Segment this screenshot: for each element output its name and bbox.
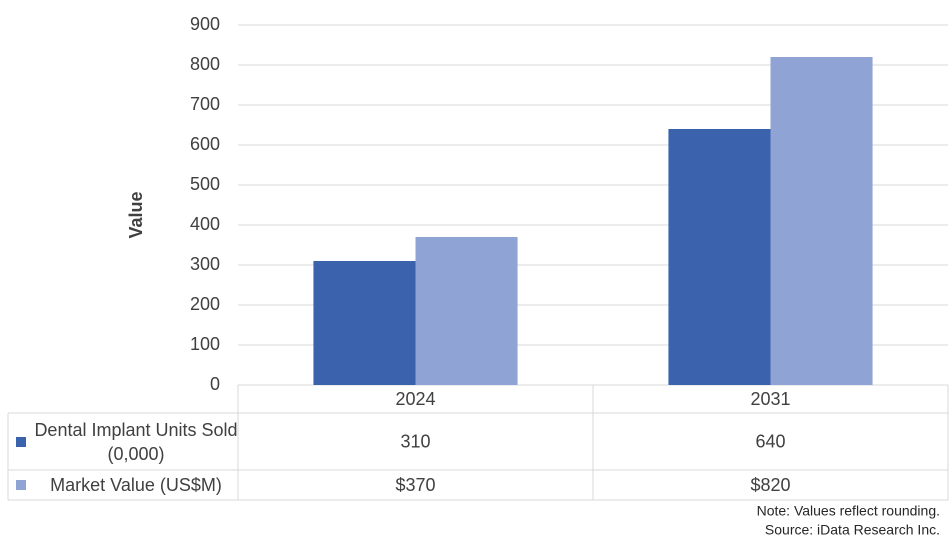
bar — [770, 57, 873, 385]
y-tick-label: 700 — [190, 94, 220, 114]
source: Source: iData Research Inc. — [765, 522, 940, 538]
bar — [668, 129, 771, 385]
y-tick-label: 400 — [190, 214, 220, 234]
y-tick-label: 300 — [190, 254, 220, 274]
table-value: 310 — [400, 431, 430, 451]
bar — [313, 261, 416, 385]
x-tick-label: 2024 — [395, 389, 435, 409]
y-axis-label: Value — [126, 191, 146, 238]
note: Note: Values reflect rounding. — [757, 503, 940, 519]
table-value: $820 — [750, 475, 790, 495]
y-tick-label: 0 — [210, 374, 220, 394]
legend-label: Dental Implant Units Sold (0,000) — [34, 419, 238, 464]
legend-swatch — [16, 480, 26, 490]
legend-entry: Dental Implant Units Sold (0,000) — [8, 413, 242, 470]
y-tick-label: 600 — [190, 134, 220, 154]
legend-swatch — [16, 436, 26, 447]
table-value: $370 — [395, 475, 435, 495]
legend-entry: Market Value (US$M) — [8, 470, 242, 500]
y-tick-label: 100 — [190, 334, 220, 354]
y-tick-label: 500 — [190, 174, 220, 194]
y-tick-label: 900 — [190, 14, 220, 34]
y-tick-label: 800 — [190, 54, 220, 74]
y-tick-label: 200 — [190, 294, 220, 314]
x-tick-label: 2031 — [750, 389, 790, 409]
bar — [415, 237, 518, 385]
legend-label: Market Value (US$M) — [50, 475, 222, 495]
table-value: 640 — [755, 431, 785, 451]
